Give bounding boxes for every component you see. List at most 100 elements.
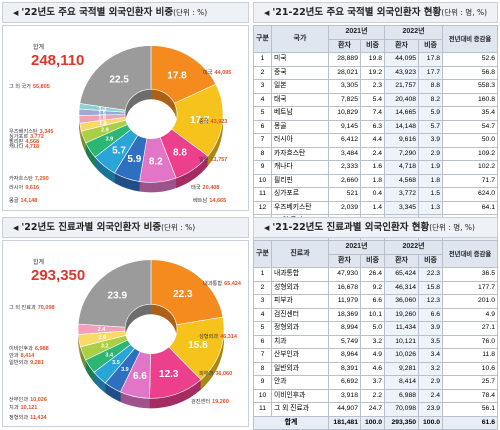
category-count-label: 10,026	[30, 397, 47, 403]
row-patients-2022: 10,026	[384, 348, 420, 363]
table-row: 6 몽골 9,145 6.3 14,148 5.7 54.7	[253, 119, 498, 134]
category-label: 태국	[191, 183, 201, 191]
row-share-2021: 5.4	[359, 92, 386, 107]
nationality-pie-chart: 17.8 17.7 8.8 8.2 5.95.7 3.9 2.91.91.81.51.3 22…	[9, 43, 231, 204]
category-count-label: 36,060	[215, 371, 232, 377]
slice-value-label: 8.2	[149, 156, 163, 167]
category-label: 몽골	[9, 197, 19, 204]
slice-value-label: 1.3	[98, 107, 106, 113]
col-header-patients-2021: 환자	[328, 38, 361, 53]
row-label: 이비인후과	[271, 388, 329, 403]
row-rank: 10	[253, 388, 272, 403]
nationality-chart-header: ◀ '22년도 주요 국적별 외국인환자 비중(단위 : %)	[2, 2, 249, 23]
category-label: 일본	[199, 155, 209, 163]
row-change-rate: 201.0	[442, 294, 498, 309]
department-chart-title: '22년도 진료과별 외국인환자 비중	[21, 222, 162, 233]
row-share-2021: 4.6	[359, 361, 386, 376]
row-rank: 10	[253, 173, 272, 188]
row-patients-2022: 8,414	[384, 375, 420, 390]
row-patients-2022: 65,424	[384, 267, 420, 282]
row-label: 태국	[271, 92, 329, 107]
category-label: 캐나다	[9, 142, 24, 150]
slice-value-label: 2.9	[98, 335, 106, 341]
pie-slice	[150, 45, 217, 104]
total-cell: 100.0	[359, 415, 386, 430]
category-label: 그 외 국가	[9, 82, 31, 90]
category-count-label: 11,434	[30, 415, 47, 421]
row-share-2022: 1.5	[418, 187, 444, 202]
row-patients-2022: 9,616	[384, 133, 420, 148]
row-patients-2021: 10,829	[328, 106, 361, 121]
category-count-label: 20,408	[203, 185, 220, 191]
row-share-2021: 0.4	[359, 187, 386, 202]
row-patients-2022: 3,772	[384, 187, 420, 202]
total-cell: 100.0	[418, 415, 444, 430]
triangle-bullet-icon: ◀	[264, 224, 270, 232]
slice-value-label: 6.6	[133, 371, 147, 382]
row-patients-2022: 36,060	[384, 294, 420, 309]
category-label: 우즈베키스탄	[9, 127, 38, 135]
row-share-2022: 5.7	[418, 119, 444, 134]
row-share-2021: 10.1	[359, 307, 386, 322]
row-share-2022: 6.6	[418, 307, 444, 322]
category-count-label: 4,568	[25, 139, 39, 145]
row-change-rate: 64.1	[442, 200, 498, 215]
department-table: 구분 진료과 2021년 2022년 전년대비 증감율 환자 비중 환자 비중 …	[253, 240, 498, 430]
row-share-2022: 2.9	[418, 146, 444, 161]
row-patients-2022: 11,434	[384, 321, 420, 336]
row-share-2021: 9.2	[359, 280, 386, 295]
category-count-label: 14,665	[209, 198, 226, 204]
row-share-2021: 6.3	[359, 119, 386, 134]
row-share-2022: 8.8	[418, 79, 444, 94]
table-total-row: 합계 181,481 100.0 293,350 100.0 61.6	[253, 415, 498, 430]
total-value: 248,110	[31, 52, 84, 69]
table-row: 7 러시아 6,412 4.4 9,616 3.9 50.0	[253, 133, 498, 148]
category-label: 이비인후과	[9, 344, 33, 352]
row-patients-2022: 70,098	[384, 402, 420, 417]
row-rank: 2	[253, 65, 272, 80]
row-patients-2022: 7,290	[384, 146, 420, 161]
pie-slice	[150, 259, 224, 326]
row-share-2021: 24.7	[359, 402, 386, 417]
total-value: 293,350	[31, 267, 85, 284]
row-share-2021: 3.7	[359, 375, 386, 390]
row-change-rate: 109.2	[442, 146, 498, 161]
slice-value-label: 3.9	[106, 137, 114, 143]
category-label: 그 외 진료과	[9, 303, 36, 311]
category-count-label: 55,805	[33, 84, 50, 90]
row-patients-2021: 2,039	[328, 200, 361, 215]
category-label: 내과통합	[203, 279, 222, 287]
row-rank: 11	[253, 402, 272, 417]
row-rank: 1	[253, 267, 272, 282]
row-label: 베트남	[271, 106, 329, 121]
slice-value-label: 3.4	[105, 352, 114, 358]
row-share-2022: 3.2	[418, 361, 444, 376]
row-rank: 2	[253, 280, 272, 295]
category-label: 중국	[199, 118, 209, 125]
table-row: 8 일반외과 8,391 4.6 9,281 3.2 10.6	[253, 361, 498, 376]
col-header-share-2022: 비중	[418, 253, 444, 268]
total-label: 합계	[33, 258, 44, 266]
category-count-label: 6,988	[35, 346, 49, 352]
row-share-2022: 12.3	[418, 294, 444, 309]
row-change-rate: 78.4	[442, 388, 498, 403]
category-count-label: 9,281	[30, 360, 44, 366]
category-count-label: 7,290	[35, 176, 49, 182]
row-share-2021: 26.4	[359, 267, 386, 282]
row-label: 러시아	[271, 133, 329, 148]
row-label: 카자흐스탄	[271, 146, 329, 161]
row-share-2022: 15.8	[418, 280, 444, 295]
row-share-2021: 19.8	[359, 52, 386, 67]
row-label: 우즈베키스탄	[271, 200, 329, 215]
table-row: 5 정형외과 8,994 5.0 11,434 3.9 27.1	[253, 321, 498, 336]
table-row: 7 산부인과 8,964 4.9 10,026 3.4 11.8	[253, 348, 498, 363]
category-count-label: 46,314	[220, 334, 238, 340]
category-label: 안과	[9, 351, 19, 359]
pie-slice	[79, 45, 152, 111]
row-change-rate: 54.7	[442, 119, 498, 134]
slice-value-label: 2.9	[101, 128, 109, 134]
row-change-rate: 56.1	[442, 402, 498, 417]
row-patients-2022: 9,281	[384, 361, 420, 376]
row-rank: 6	[253, 334, 272, 349]
row-rank: 4	[253, 92, 272, 107]
